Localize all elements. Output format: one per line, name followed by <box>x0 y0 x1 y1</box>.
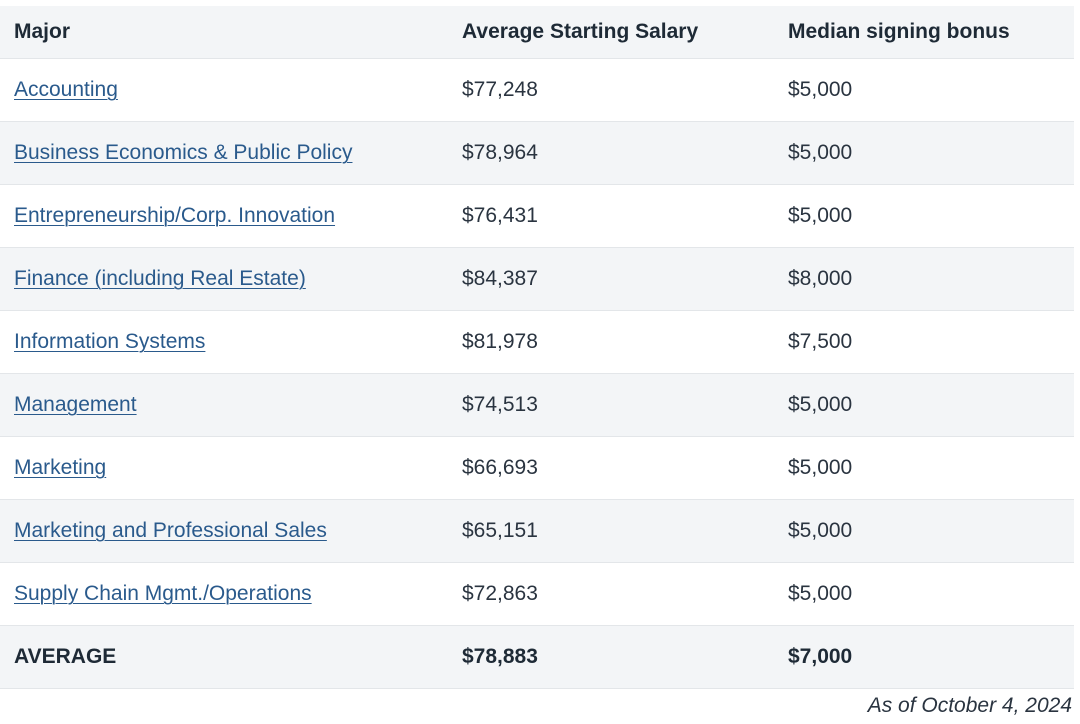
major-cell: Marketing <box>0 436 448 500</box>
major-link-entrepreneurship[interactable]: Entrepreneurship/Corp. Innovation <box>14 204 336 227</box>
bonus-cell: $5,000 <box>774 562 1074 626</box>
major-cell: Marketing and Professional Sales <box>0 499 448 563</box>
average-label: AVERAGE <box>0 625 448 689</box>
salary-cell: $66,693 <box>448 436 774 500</box>
major-link-finance[interactable]: Finance (including Real Estate) <box>14 267 306 290</box>
major-cell: Supply Chain Mgmt./Operations <box>0 562 448 626</box>
salary-cell: $77,248 <box>448 58 774 122</box>
salary-table: Major Average Starting Salary Median sig… <box>0 6 1074 689</box>
bonus-cell: $5,000 <box>774 499 1074 563</box>
table-row: Marketing and Professional Sales $65,151… <box>0 499 1074 563</box>
major-cell: Entrepreneurship/Corp. Innovation <box>0 184 448 248</box>
salary-cell: $78,964 <box>448 121 774 185</box>
major-cell: Management <box>0 373 448 437</box>
major-cell: Information Systems <box>0 310 448 374</box>
major-link-business-economics[interactable]: Business Economics & Public Policy <box>14 141 353 164</box>
table-row: Entrepreneurship/Corp. Innovation $76,43… <box>0 184 1074 248</box>
table-row: Marketing $66,693 $5,000 <box>0 436 1074 500</box>
salary-cell: $81,978 <box>448 310 774 374</box>
average-salary: $78,883 <box>448 625 774 689</box>
table-row: Business Economics & Public Policy $78,9… <box>0 121 1074 185</box>
major-link-management[interactable]: Management <box>14 393 137 416</box>
table-header-row: Major Average Starting Salary Median sig… <box>0 6 1074 59</box>
average-row: AVERAGE $78,883 $7,000 <box>0 625 1074 689</box>
header-major: Major <box>0 6 448 59</box>
major-link-supply-chain[interactable]: Supply Chain Mgmt./Operations <box>14 582 312 605</box>
table-row: Management $74,513 $5,000 <box>0 373 1074 437</box>
header-median-signing-bonus: Median signing bonus <box>774 6 1074 59</box>
table-row: Supply Chain Mgmt./Operations $72,863 $5… <box>0 562 1074 626</box>
salary-cell: $65,151 <box>448 499 774 563</box>
major-link-information-systems[interactable]: Information Systems <box>14 330 206 353</box>
salary-cell: $74,513 <box>448 373 774 437</box>
major-cell: Finance (including Real Estate) <box>0 247 448 311</box>
as-of-date-footnote: As of October 4, 2024 <box>867 694 1072 717</box>
bonus-cell: $7,500 <box>774 310 1074 374</box>
major-link-marketing-professional-sales[interactable]: Marketing and Professional Sales <box>14 519 327 542</box>
table-row: Accounting $77,248 $5,000 <box>0 58 1074 122</box>
average-bonus: $7,000 <box>774 625 1074 689</box>
major-cell: Accounting <box>0 58 448 122</box>
bonus-cell: $5,000 <box>774 184 1074 248</box>
bonus-cell: $8,000 <box>774 247 1074 311</box>
bonus-cell: $5,000 <box>774 373 1074 437</box>
bonus-cell: $5,000 <box>774 58 1074 122</box>
salary-cell: $84,387 <box>448 247 774 311</box>
major-link-marketing[interactable]: Marketing <box>14 456 107 479</box>
table-row: Finance (including Real Estate) $84,387 … <box>0 247 1074 311</box>
header-average-starting-salary: Average Starting Salary <box>448 6 774 59</box>
bonus-cell: $5,000 <box>774 436 1074 500</box>
salary-cell: $76,431 <box>448 184 774 248</box>
table-row: Information Systems $81,978 $7,500 <box>0 310 1074 374</box>
salary-cell: $72,863 <box>448 562 774 626</box>
major-link-accounting[interactable]: Accounting <box>14 78 118 101</box>
bonus-cell: $5,000 <box>774 121 1074 185</box>
major-cell: Business Economics & Public Policy <box>0 121 448 185</box>
salary-table-container: Major Average Starting Salary Median sig… <box>0 6 1074 689</box>
